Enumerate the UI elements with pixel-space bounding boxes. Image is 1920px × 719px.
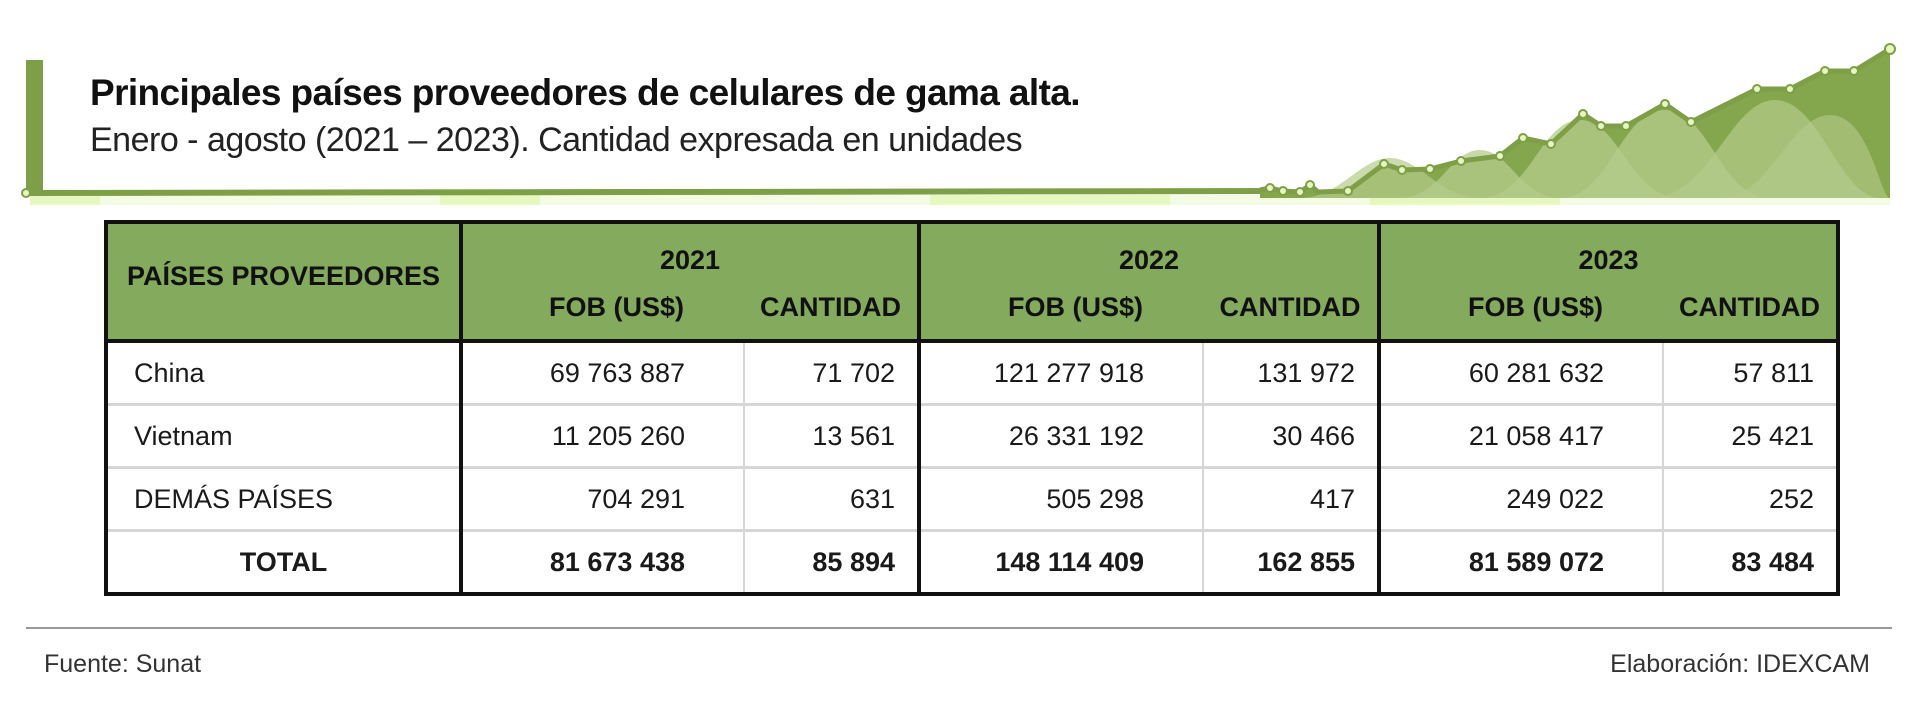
trend-point (1295, 187, 1305, 197)
table-row-china: China 69 763 887 71 702 121 277 918 131 … (104, 341, 1840, 406)
trend-point (1578, 109, 1588, 119)
header-row-years: PAÍSES PROVEEDORES 2021 2022 2023 (104, 220, 1840, 343)
highlight-strip-segment (440, 195, 540, 205)
table-row-demas-paises: DEMÁS PAÍSES 704 291 631 505 298 417 249… (104, 467, 1840, 532)
accent-bar (26, 60, 43, 194)
total-fob-2022: 148 114 409 (918, 530, 1203, 596)
trend-point (1686, 117, 1696, 127)
highlight-strip-segment (930, 195, 1170, 205)
fob-2023-cell: 21 058 417 (1378, 404, 1663, 469)
growth-area-chart-icon (21, 43, 1896, 205)
fob-2022-cell: 121 277 918 (918, 341, 1203, 406)
cantidad-2021-cell: 13 561 (743, 404, 921, 469)
year-header-2021: 2021 (459, 220, 921, 276)
country-cell: Vietnam (104, 404, 463, 469)
fob-2022-cell: 26 331 192 (918, 404, 1203, 469)
fob-2021-cell: 11 205 260 (460, 404, 744, 469)
footer-divider (26, 627, 1892, 629)
trend-point (1849, 66, 1859, 76)
country-cell: China (104, 341, 463, 406)
year-header-2023: 2023 (1377, 220, 1840, 276)
suppliers-table: PAÍSES PROVEEDORES 2021 2022 2023 FOB (U… (104, 220, 1840, 596)
column-header-cantidad-2021: CANTIDAD (744, 276, 921, 343)
column-header-fob-2021: FOB (US$) (459, 276, 744, 343)
page-subtitle: Enero - agosto (2021 – 2023). Cantidad e… (90, 121, 1023, 159)
area-bump (1720, 115, 1890, 198)
credit-note: Elaboración: IDEXCAM (1610, 650, 1870, 678)
page-title: Principales países proveedores de celula… (90, 72, 1081, 113)
total-fob-2023: 81 589 072 (1378, 530, 1663, 596)
trend-point (1278, 186, 1288, 196)
trend-point (1660, 99, 1670, 109)
trend-point (21, 188, 31, 198)
cantidad-2023-cell: 57 811 (1662, 341, 1840, 406)
column-header-fob-2022: FOB (US$) (917, 276, 1203, 343)
fob-2021-cell: 704 291 (460, 467, 744, 532)
column-header-cantidad-2022: CANTIDAD (1203, 276, 1381, 343)
trend-point (1596, 121, 1606, 131)
trend-point (1752, 84, 1762, 94)
total-cantidad-2021: 85 894 (743, 530, 921, 596)
highlight-strip-segment (30, 195, 100, 205)
column-header-fob-2023: FOB (US$) (1377, 276, 1663, 343)
cantidad-2021-cell: 631 (743, 467, 921, 532)
total-cantidad-2022: 162 855 (1202, 530, 1381, 596)
table-row-total: TOTAL 81 673 438 85 894 148 114 409 162 … (104, 530, 1840, 596)
cantidad-2023-cell: 252 (1662, 467, 1840, 532)
trend-point (1820, 66, 1830, 76)
cantidad-2021-cell: 71 702 (743, 341, 921, 406)
header-row-metrics: FOB (US$) CANTIDAD FOB (US$) CANTIDAD FO… (106, 276, 1840, 343)
trend-point (1621, 121, 1631, 131)
trend-point (1305, 180, 1315, 190)
cantidad-2022-cell: 131 972 (1202, 341, 1381, 406)
fob-2022-cell: 505 298 (918, 467, 1203, 532)
highlight-strip-segment (1370, 195, 1560, 205)
total-fob-2021: 81 673 438 (460, 530, 744, 596)
total-cantidad-2023: 83 484 (1662, 530, 1840, 596)
total-label: TOTAL (104, 530, 463, 596)
cantidad-2022-cell: 417 (1202, 467, 1381, 532)
table-row-vietnam: Vietnam 11 205 260 13 561 26 331 192 30 … (104, 404, 1840, 469)
cantidad-2022-cell: 30 466 (1202, 404, 1381, 469)
trend-point (1343, 186, 1353, 196)
trend-point (1785, 84, 1795, 94)
column-header-cantidad-2023: CANTIDAD (1663, 276, 1840, 343)
trend-point (1397, 165, 1407, 175)
trend-point (1456, 156, 1466, 166)
fob-2023-cell: 60 281 632 (1378, 341, 1663, 406)
source-note: Fuente: Sunat (44, 650, 202, 678)
trend-point (1425, 164, 1435, 174)
trend-point (1884, 43, 1896, 55)
country-cell: DEMÁS PAÍSES (104, 467, 463, 532)
fob-2021-cell: 69 763 887 (460, 341, 744, 406)
trend-point (1495, 151, 1505, 161)
column-header-country: PAÍSES PROVEEDORES (104, 220, 463, 343)
trend-point (1379, 159, 1389, 169)
trend-point (1265, 183, 1275, 193)
trend-point (1518, 133, 1528, 143)
cantidad-2023-cell: 25 421 (1662, 404, 1840, 469)
year-header-2022: 2022 (917, 220, 1381, 276)
trend-point (1546, 139, 1556, 149)
fob-2023-cell: 249 022 (1378, 467, 1663, 532)
baseline-bar (26, 188, 1270, 196)
